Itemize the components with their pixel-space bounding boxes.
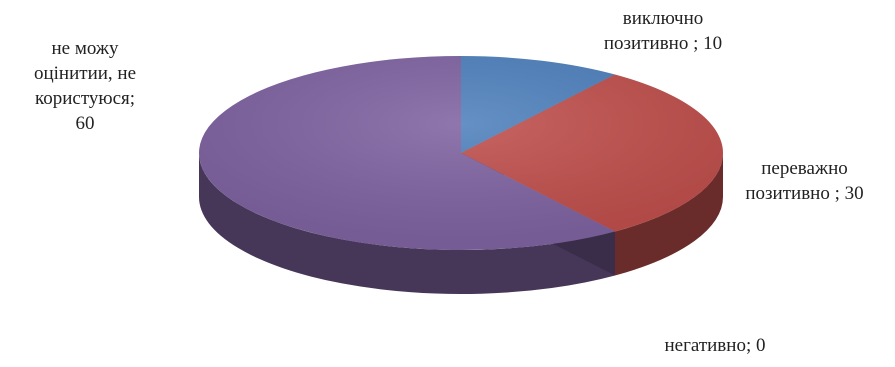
- slice-label-1: переважно позитивно ; 30: [745, 158, 864, 204]
- slice-label-2: негативно; 0: [664, 335, 766, 356]
- slice-label-0: виключно позитивно ; 10: [603, 8, 723, 54]
- pie-side-3: [199, 153, 615, 294]
- slice-label-3: не можу оцінитии, не користуюся; 60: [33, 38, 137, 134]
- pie-side-1: [614, 153, 723, 276]
- pie-top-highlight: [199, 56, 723, 250]
